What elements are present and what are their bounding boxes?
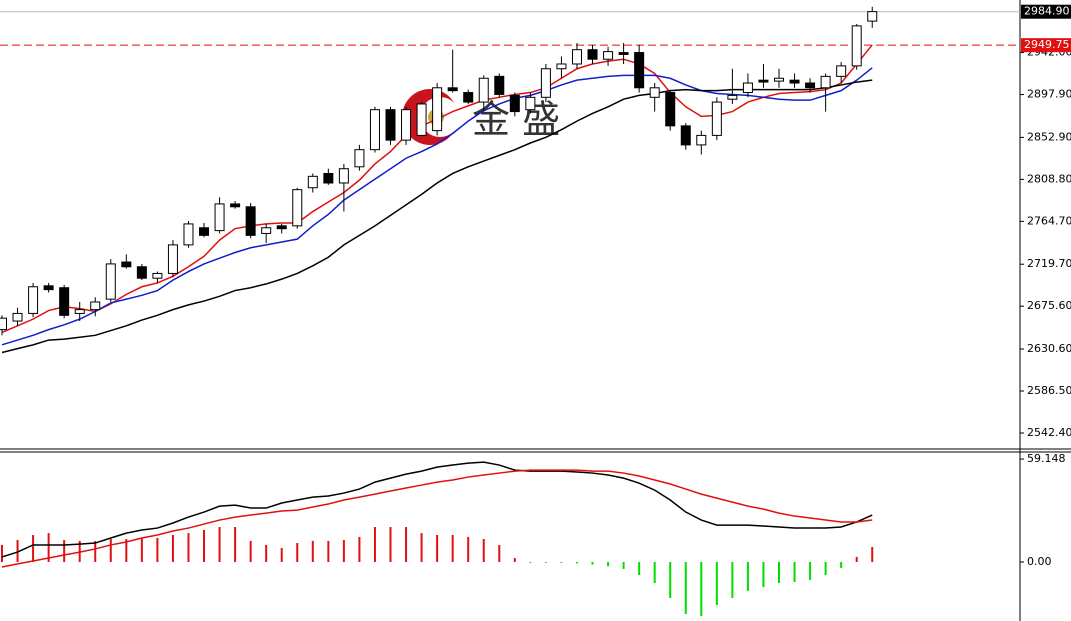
candle-body (540, 68, 551, 98)
candle-body (369, 109, 380, 151)
candle-body (742, 82, 753, 94)
candle-body (323, 172, 334, 184)
macd-line (1, 469, 873, 568)
candle-body (820, 75, 831, 89)
candle-body (167, 244, 178, 274)
candle-body (509, 94, 520, 113)
candle-body (43, 285, 54, 291)
candle-body (571, 49, 582, 65)
candle-body (618, 52, 629, 55)
y-tick-label: 2630.60 (1027, 342, 1071, 355)
candle-body (401, 109, 412, 141)
candle-body (727, 94, 738, 100)
candle-body (634, 52, 645, 89)
current-price-label: 2984.90 (1024, 5, 1070, 18)
candle-body (90, 301, 101, 311)
candle-body (0, 317, 7, 331)
candle-body (12, 312, 23, 322)
candle-body (789, 79, 800, 84)
candle-body (649, 87, 660, 98)
candle-body (276, 225, 287, 230)
alert-price-label: 2949.75 (1024, 38, 1070, 51)
y-tick-label: 0.00 (1027, 555, 1052, 568)
candle-body (758, 79, 769, 83)
y-tick-label: 2852.90 (1027, 130, 1071, 143)
candle-body (354, 149, 365, 168)
y-tick-label: 2675.60 (1027, 299, 1071, 312)
candle-body (59, 287, 70, 316)
candle-body (245, 206, 256, 236)
candle-body (851, 25, 862, 67)
candle-body (199, 227, 210, 236)
macd-line (1, 461, 873, 558)
candle-body (338, 168, 349, 184)
y-tick-label: 2897.90 (1027, 88, 1071, 101)
candle-body (307, 175, 318, 189)
candle-body (432, 87, 443, 132)
candle-body (152, 272, 163, 279)
candle-body (603, 51, 614, 60)
y-tick-label: 2808.80 (1027, 172, 1071, 185)
y-tick-label: 2586.50 (1027, 384, 1071, 397)
candle-body (74, 309, 85, 314)
candle-body (680, 125, 691, 146)
candle-body (230, 203, 241, 208)
candle-body (463, 92, 474, 103)
candle-body (867, 11, 878, 22)
candle-body (183, 223, 194, 246)
candle-body (105, 263, 116, 300)
candle-body (494, 75, 505, 95)
candle-body (587, 49, 598, 60)
candle-body (805, 82, 816, 89)
alert-price-box (1021, 38, 1071, 53)
candle-body (774, 77, 784, 82)
candle-body (711, 101, 722, 136)
moving-average (1, 67, 873, 346)
current-price-box (1021, 4, 1071, 19)
candle-body (121, 261, 132, 268)
y-tick-label: 2764.70 (1027, 214, 1071, 227)
candle-body (416, 103, 427, 136)
moving-average (1, 79, 873, 354)
candle-body (556, 63, 567, 70)
candle-body (525, 96, 536, 111)
candle-body (261, 227, 272, 234)
logo (402, 89, 460, 145)
candle-body (136, 266, 147, 279)
y-tick-label: 59.148 (1027, 452, 1066, 465)
candle-body (696, 134, 707, 146)
candle-body (447, 87, 458, 92)
candle-body (836, 65, 847, 77)
candle-body (385, 109, 396, 141)
candle-body (665, 92, 676, 127)
candle-body (478, 77, 489, 103)
candle-body (28, 286, 39, 314)
candle-body (292, 189, 303, 227)
candle-body (214, 203, 225, 232)
y-tick-label: 2719.70 (1027, 257, 1071, 270)
y-tick-label: 2542.40 (1027, 426, 1071, 439)
